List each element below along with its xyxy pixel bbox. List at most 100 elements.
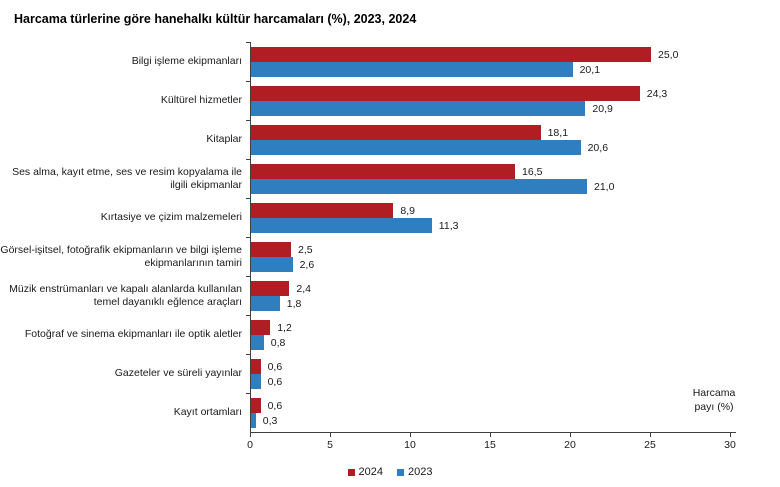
bar-2023 bbox=[251, 62, 573, 77]
chart-row: Kitaplar 18,1 20,6 bbox=[0, 120, 780, 159]
bar-line: 0,8 bbox=[251, 335, 750, 350]
bar-2024 bbox=[251, 125, 541, 140]
category-label: Müzik enstrümanları ve kapalı alanlarda … bbox=[9, 282, 242, 308]
bar-group: 2,5 2,6 bbox=[246, 237, 750, 276]
bar-group: 0,6 0,3 bbox=[246, 393, 750, 432]
value-label: 2,6 bbox=[299, 258, 315, 271]
value-label: 0,6 bbox=[267, 360, 283, 373]
category-label: Kitaplar bbox=[206, 133, 242, 145]
legend-item-2024: 2024 bbox=[347, 466, 383, 478]
value-label: 0,6 bbox=[267, 375, 283, 388]
y-axis-tick bbox=[246, 198, 250, 199]
x-tick-label: 15 bbox=[484, 439, 496, 451]
bar-line: 20,9 bbox=[251, 101, 750, 116]
bar-line: 2,5 bbox=[251, 242, 750, 257]
category-label: Gazeteler ve süreli yayınlar bbox=[114, 367, 242, 379]
value-label: 24,3 bbox=[646, 87, 668, 100]
x-tick-label: 10 bbox=[404, 439, 416, 451]
legend-swatch-2024 bbox=[347, 468, 355, 476]
y-axis-tick bbox=[246, 42, 250, 43]
bar-group: 18,1 20,6 bbox=[246, 120, 750, 159]
x-axis-tick bbox=[650, 433, 651, 437]
x-axis: 0 5 10 15 20 25 30 bbox=[247, 432, 736, 451]
category-label: Bilgi işleme ekipmanları bbox=[131, 55, 242, 67]
bar-group: 2,4 1,8 bbox=[246, 276, 750, 315]
bar-line: 16,5 bbox=[251, 164, 750, 179]
value-label: 1,2 bbox=[277, 321, 292, 334]
value-label: 21,0 bbox=[594, 180, 615, 193]
bar-line: 8,9 bbox=[251, 203, 750, 218]
category-label: Kültürel hizmetler bbox=[160, 94, 242, 106]
value-label: 2,4 bbox=[296, 282, 311, 295]
value-label: 25,0 bbox=[658, 48, 679, 61]
bar-line: 1,2 bbox=[251, 320, 750, 335]
x-tick-label: 25 bbox=[644, 439, 656, 451]
legend-label: 2023 bbox=[408, 466, 433, 478]
bar-group: 8,9 11,3 bbox=[246, 198, 750, 237]
bar-line: 24,3 bbox=[251, 86, 750, 101]
value-label: 20,6 bbox=[587, 141, 609, 154]
legend: 2024 2023 bbox=[0, 466, 780, 478]
y-axis-tick bbox=[246, 276, 250, 277]
bar-2024 bbox=[251, 359, 261, 374]
chart-row: Müzik enstrümanları ve kapalı alanlarda … bbox=[0, 276, 780, 315]
x-tick-label: 5 bbox=[327, 439, 333, 451]
x-tick-label: 0 bbox=[247, 439, 253, 451]
value-label: 0,3 bbox=[262, 414, 278, 427]
chart-title: Harcama türlerine göre hanehalkı kültür … bbox=[14, 12, 417, 26]
bar-group: 1,2 0,8 bbox=[246, 315, 750, 354]
bar-2023 bbox=[251, 296, 280, 311]
chart-row: Kültürel hizmetler 24,3 20,9 bbox=[0, 81, 780, 120]
x-axis-tick bbox=[570, 433, 571, 437]
legend-swatch-2023 bbox=[397, 468, 404, 476]
chart-row: Bilgi işleme ekipmanları 25,0 20,1 bbox=[0, 42, 780, 81]
bar-2024 bbox=[251, 203, 394, 218]
category-label: Görsel-işitsel, fotoğrafik ekipmanların … bbox=[0, 243, 242, 269]
category-label: Kayıt ortamları bbox=[173, 406, 242, 418]
bar-2023 bbox=[251, 257, 293, 272]
value-label: 20,1 bbox=[579, 63, 601, 76]
plot-area: Bilgi işleme ekipmanları 25,0 20,1 Kültürel… bbox=[0, 42, 780, 432]
chart-row: Gazeteler ve süreli yayınlar 0,6 0,6 bbox=[0, 354, 780, 393]
bar-line: 21,0 bbox=[251, 179, 750, 194]
bar-2024 bbox=[251, 164, 515, 179]
value-label: 8,9 bbox=[400, 204, 415, 217]
x-tick-label: 20 bbox=[564, 439, 576, 451]
y-axis-tick bbox=[246, 393, 250, 394]
value-label: 16,5 bbox=[522, 165, 543, 178]
bar-2023 bbox=[251, 335, 264, 350]
category-label: Fotoğraf ve sinema ekipmanları ile optik… bbox=[24, 328, 242, 340]
value-label: 11,3 bbox=[438, 219, 459, 232]
legend-label: 2024 bbox=[358, 466, 383, 478]
chart-row: Ses alma, kayıt etme, ses ve resim kopya… bbox=[0, 159, 780, 198]
bar-2023 bbox=[251, 413, 256, 428]
bar-line: 18,1 bbox=[251, 125, 750, 140]
category-label: Kırtasiye ve çizim malzemeleri bbox=[100, 211, 242, 223]
bar-2024 bbox=[251, 281, 290, 296]
value-label: 0,8 bbox=[270, 336, 286, 349]
chart-row: Fotoğraf ve sinema ekipmanları ile optik… bbox=[0, 315, 780, 354]
category-label: Ses alma, kayıt etme, ses ve resim kopya… bbox=[12, 165, 242, 191]
bar-line: 25,0 bbox=[251, 47, 750, 62]
value-label: 18,1 bbox=[547, 126, 569, 139]
bar-line: 0,6 bbox=[251, 398, 750, 413]
bar-line: 20,6 bbox=[251, 140, 750, 155]
chart-row: Görsel-işitsel, fotoğrafik ekipmanların … bbox=[0, 237, 780, 276]
bar-2023 bbox=[251, 101, 586, 116]
bar-2024 bbox=[251, 242, 291, 257]
x-axis-tick bbox=[730, 433, 731, 437]
bar-2024 bbox=[251, 320, 271, 335]
bar-2023 bbox=[251, 218, 432, 233]
y-axis-tick bbox=[246, 354, 250, 355]
value-label: 0,6 bbox=[267, 399, 283, 412]
x-axis-tick bbox=[490, 433, 491, 437]
bar-group: 16,5 21,0 bbox=[246, 159, 750, 198]
x-axis-tick bbox=[330, 433, 331, 437]
x-axis-tick bbox=[410, 433, 411, 437]
y-axis-tick bbox=[246, 237, 250, 238]
bar-2024 bbox=[251, 398, 261, 413]
bar-line: 1,8 bbox=[251, 296, 750, 311]
bar-line: 0,6 bbox=[251, 374, 750, 389]
value-label: 2,5 bbox=[298, 243, 313, 256]
bar-group: 24,3 20,9 bbox=[246, 81, 750, 120]
